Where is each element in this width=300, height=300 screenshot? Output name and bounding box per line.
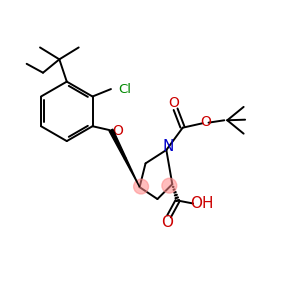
Text: N: N	[163, 139, 174, 154]
Text: O: O	[113, 124, 124, 138]
Circle shape	[162, 178, 177, 193]
Text: Cl: Cl	[118, 82, 131, 96]
Circle shape	[134, 179, 148, 194]
Text: OH: OH	[190, 196, 213, 211]
Text: O: O	[200, 116, 211, 129]
Text: O: O	[161, 215, 173, 230]
Text: O: O	[168, 96, 179, 110]
Polygon shape	[109, 129, 140, 187]
